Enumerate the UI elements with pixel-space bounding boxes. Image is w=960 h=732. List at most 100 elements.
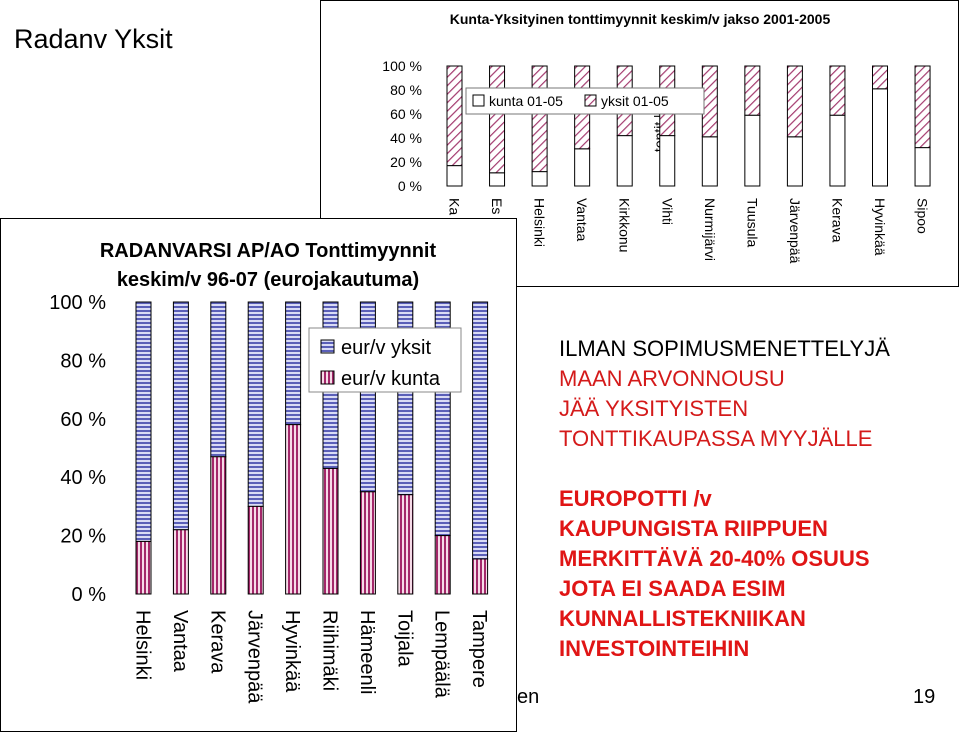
chart2-title-line2: keskim/v 96-07 (eurojakautuma) — [117, 269, 419, 291]
x-tick-label: Tampere — [468, 610, 490, 688]
legend-label-eur-yksit: eur/v yksit — [341, 337, 431, 359]
bar-eur-yksit — [135, 301, 152, 542]
bar-yksit — [872, 65, 888, 90]
bar-kunta — [872, 88, 888, 187]
bar-eur-kunta — [135, 540, 152, 595]
chart2-x-labels: Helsinki Vantaa Kerava Järvenpää Hyvinkää Rii… — [132, 610, 491, 704]
x-tick-label: Kerava — [829, 198, 845, 243]
y-tick-label: 60 % — [390, 106, 422, 122]
legend-label-yksit: yksit 01-05 — [601, 93, 669, 109]
x-tick-label: Järvenpää — [787, 198, 803, 264]
legend-swatch-yksit — [584, 94, 597, 107]
y-tick-label: 0 % — [398, 178, 422, 194]
chart1-legend: kunta 01-05 yksit 01-05 — [465, 87, 705, 115]
slide-title: Radanv Yksit — [14, 24, 173, 54]
page-number: 19 — [913, 686, 936, 708]
bar-kunta — [786, 136, 803, 187]
x-tick-label: Lempäälä — [431, 610, 453, 699]
chart2-title-line1: RADANVARSI AP/AO Tonttimyynnit — [100, 240, 437, 262]
y-tick-label: 20 % — [60, 526, 106, 548]
bar-eur-kunta — [247, 505, 264, 595]
note1-line: ILMAN SOPIMUSMENETTELYJÄ — [559, 336, 890, 361]
bar-eur-kunta — [359, 491, 376, 595]
note2-line: MERKITTÄVÄ 20-40% OSUUS — [559, 546, 870, 571]
note2-line: KAUPUNGISTA RIIPPUEN — [559, 516, 828, 541]
bar-kunta — [574, 148, 591, 187]
bar-kunta — [914, 147, 931, 187]
y-tick-label: 40 % — [390, 130, 422, 146]
x-tick-label: Hyvinkää — [872, 198, 888, 256]
bar-eur-kunta — [322, 467, 339, 595]
y-tick-label: 100 % — [49, 292, 106, 314]
legend-label-eur-kunta: eur/v kunta — [341, 368, 441, 390]
note2-line: KUNNALLISTEKNIIKAN — [559, 606, 806, 631]
legend-swatch-eur-yksit — [320, 339, 335, 354]
bar-kunta — [446, 165, 463, 187]
chart1-x-labels: Ka Es Helsinki Vantaa Kirkkonu Vihti Nurmijärv… — [447, 198, 931, 264]
bar-kunta — [701, 136, 718, 187]
y-tick-label: 40 % — [60, 467, 106, 489]
x-tick-label: Vantaa — [574, 198, 590, 242]
bar-yksit — [489, 65, 506, 174]
x-tick-label: Ka — [447, 198, 463, 215]
chart1-title: Kunta-Yksityinen tonttimyynnit keskim/v … — [450, 11, 831, 27]
bar-yksit — [446, 65, 463, 167]
bar-kunta — [489, 172, 506, 187]
radanvarsi-chart: RADANVARSI AP/AO Tonttimyynnit keskim/v … — [0, 218, 517, 732]
bar-eur-yksit — [210, 301, 227, 458]
bar-eur-yksit — [172, 301, 189, 531]
x-tick-label: Järvenpää — [244, 610, 266, 704]
x-tick-label: Toijala — [393, 610, 415, 668]
bar-eur-kunta — [172, 529, 189, 595]
note1-line: JÄÄ YKSITYISTEN — [559, 396, 749, 421]
note1-line: MAAN ARVONNOUSU — [559, 366, 785, 391]
x-tick-label: Tuusula — [744, 198, 760, 248]
y-tick-label: 60 % — [60, 409, 106, 431]
note-no-agreement: ILMAN SOPIMUSMENETTELYJÄ MAAN ARVONNOUSU… — [559, 334, 890, 454]
chart2-y-ticks: 100 % 80 % 60 % 40 % 20 % 0 % — [49, 292, 106, 606]
x-tick-label: Nurmijärvi — [702, 198, 718, 261]
note2-line: EUROPOTTI /v — [559, 486, 712, 511]
bar-eur-kunta — [397, 494, 414, 595]
y-tick-label: 100 % — [382, 58, 422, 74]
x-tick-label: Helsinki — [532, 198, 548, 247]
x-tick-label: Sipoo — [915, 198, 931, 234]
x-tick-label: Hämeenli — [356, 610, 378, 694]
x-tick-label: Hyvinkää — [281, 610, 303, 693]
bar-kunta — [744, 114, 761, 187]
x-tick-label: Kirkkonu — [617, 198, 633, 252]
chart2-legend: eur/v yksit eur/v kunta — [308, 327, 462, 393]
chart1-y-ticks: 100 % 80 % 60 % 40 % 20 % 0 % — [382, 58, 422, 194]
note-europot: EUROPOTTI /v KAUPUNGISTA RIIPPUEN MERKIT… — [559, 484, 870, 664]
bar-yksit — [914, 65, 931, 149]
y-tick-label: 0 % — [72, 584, 107, 606]
bar-eur-kunta — [210, 456, 227, 595]
bar-kunta — [829, 114, 846, 187]
y-tick-label: 80 % — [390, 82, 422, 98]
x-tick-label: Es — [489, 198, 505, 214]
bar-yksit — [531, 65, 548, 173]
bar-eur-yksit — [285, 301, 302, 426]
bar-yksit — [786, 65, 803, 138]
bar-eur-yksit — [472, 301, 489, 560]
y-tick-label: 20 % — [390, 154, 422, 170]
x-tick-label: Helsinki — [132, 610, 154, 680]
note2-line: JOTA EI SAADA ESIM — [559, 576, 786, 601]
bar-kunta — [531, 171, 548, 187]
x-tick-label: Kerava — [206, 610, 228, 674]
note1-line: TONTTIKAUPASSA MYYJÄLLE — [559, 426, 873, 451]
footer-fragment: en — [517, 686, 540, 708]
bar-yksit — [829, 65, 846, 116]
bar-eur-kunta — [434, 535, 451, 595]
bar-kunta — [616, 135, 633, 187]
legend-swatch-eur-kunta — [320, 370, 335, 385]
bar-eur-kunta — [472, 558, 489, 595]
x-tick-label: Riihimäki — [319, 610, 341, 691]
legend-swatch-kunta — [472, 94, 485, 107]
bar-yksit — [744, 65, 761, 116]
bar-kunta — [659, 135, 676, 187]
bar-yksit — [701, 65, 718, 138]
legend-label-kunta: kunta 01-05 — [489, 93, 563, 109]
x-tick-label: Vantaa — [169, 610, 191, 673]
bar-eur-kunta — [285, 424, 302, 595]
